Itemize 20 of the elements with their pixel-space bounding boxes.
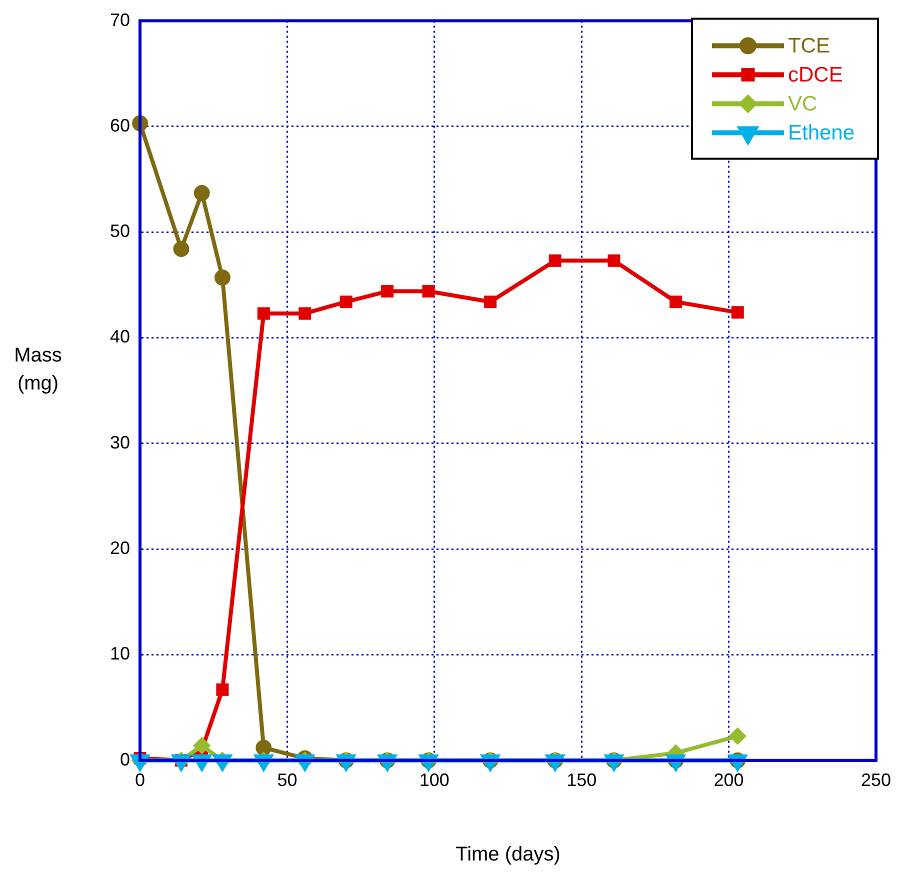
x-tick-label: 0 bbox=[135, 770, 146, 790]
x-tick-label: 150 bbox=[566, 770, 597, 790]
x-tick-label: 200 bbox=[714, 770, 744, 790]
y-tick-label: 30 bbox=[110, 432, 130, 452]
x-tick-label: 250 bbox=[860, 770, 892, 790]
x-tick-label: 50 bbox=[277, 770, 298, 790]
y-tick-label: 0 bbox=[120, 749, 130, 770]
y-axis-title: Mass (mg) bbox=[14, 344, 62, 395]
legend-label: cDCE bbox=[788, 64, 843, 87]
y-tick-label: 70 bbox=[110, 10, 130, 30]
y-tick-label: 10 bbox=[110, 644, 130, 664]
x-tick-label: 100 bbox=[419, 770, 450, 790]
y-tick-label: 50 bbox=[110, 221, 130, 242]
legend-label: VC bbox=[788, 92, 818, 116]
legend-label: TCE bbox=[788, 34, 830, 58]
legend-label: Ethene bbox=[788, 122, 855, 145]
y-tick-label: 40 bbox=[110, 326, 130, 347]
y-tick-label: 60 bbox=[110, 115, 130, 136]
x-axis-title: Time (days) bbox=[456, 844, 560, 866]
y-tick-label: 20 bbox=[110, 538, 130, 558]
